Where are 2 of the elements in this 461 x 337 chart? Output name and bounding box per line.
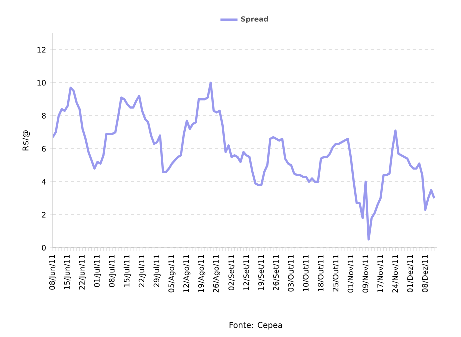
y-axis-title: R$/@: [22, 130, 30, 151]
source-note: Fonte: Cepea: [230, 322, 282, 330]
